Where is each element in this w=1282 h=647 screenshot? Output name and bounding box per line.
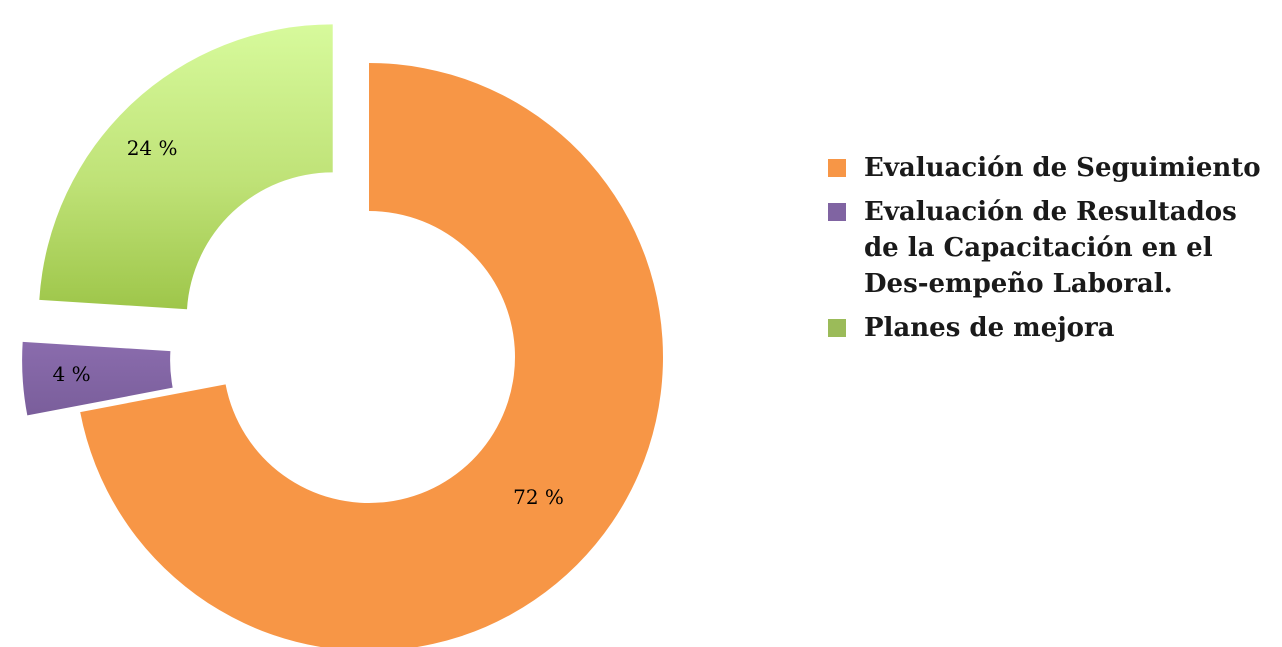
legend-item-evaluacion-seguimiento: Evaluación de Seguimiento	[828, 150, 1278, 186]
chart-legend: Evaluación de Seguimiento Evaluación de …	[828, 150, 1278, 354]
legend-swatch-green	[828, 319, 846, 337]
legend-item-evaluacion-resultados: Evaluación de Resultados de la Capacitac…	[828, 194, 1278, 302]
legend-label: Planes de mejora	[864, 313, 1115, 343]
slice-label-evaluacion-resultados: 4 %	[52, 362, 90, 386]
legend-label: Evaluación de Resultados de la Capacitac…	[864, 197, 1237, 299]
legend-swatch-purple	[828, 203, 846, 221]
slice-planes-mejora	[39, 24, 333, 310]
legend-label: Evaluación de Seguimiento	[864, 153, 1261, 183]
slice-label-evaluacion-seguimiento: 72 %	[513, 485, 564, 509]
slice-evaluacion-seguimiento	[80, 63, 663, 647]
legend-item-planes-mejora: Planes de mejora	[828, 310, 1278, 346]
slice-evaluacion-resultados	[22, 341, 173, 416]
legend-swatch-orange	[828, 159, 846, 177]
slice-label-planes-mejora: 24 %	[127, 136, 178, 160]
